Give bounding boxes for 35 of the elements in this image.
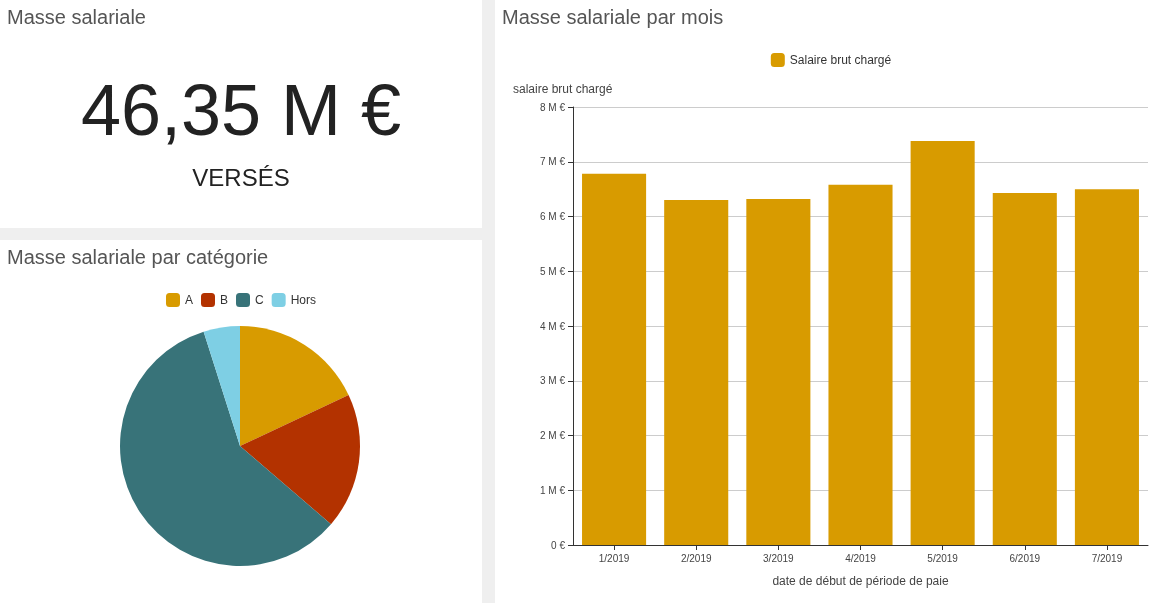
y-tick-label: 7 M € [539,156,566,168]
y-axis-title: salaire brut chargé [513,82,613,96]
bar [664,200,729,545]
y-tick-label: 3 M € [539,375,566,387]
text: VERSÉS [191,164,291,192]
y-tick-label: 0 € [551,539,566,551]
x-axis-title: date de début de période de paie [772,574,949,588]
x-tick-label: 1/2019 [598,552,630,564]
chart-title: Masse salariale par mois [502,6,724,29]
bar [828,184,893,545]
y-tick-label: 6 M € [539,211,566,222]
y-tick-label: 4 M € [539,320,566,332]
x-tick-label: 4/2019 [845,552,877,564]
bar [992,192,1057,545]
bar [910,140,975,545]
y-tick-label: 2 M € [539,430,566,441]
x-tick-label: 3/2019 [763,552,795,564]
legend-label: B [220,293,229,307]
y-tick-label: 5 M € [539,265,566,277]
x-tick-label: 7/2019 [1091,552,1123,564]
x-tick-label: 6/2019 [1009,552,1041,564]
chart-title: Masse salariale par catégorie [7,246,269,269]
y-tick-label: 8 M € [539,101,566,113]
bar [1074,189,1139,545]
bar [582,173,647,545]
legend-label: C [255,293,264,307]
text: 46,35 M € [79,70,403,150]
y-tick-label: 1 M € [539,484,566,496]
x-tick-label: 5/2019 [927,552,959,564]
bar [746,198,811,545]
text: Masse salariale [7,6,146,29]
legend-label: A [185,293,194,307]
legend-label: Hors [290,293,317,307]
x-tick-label: 2/2019 [680,552,712,564]
legend-label: Salaire brut chargé [789,53,892,67]
